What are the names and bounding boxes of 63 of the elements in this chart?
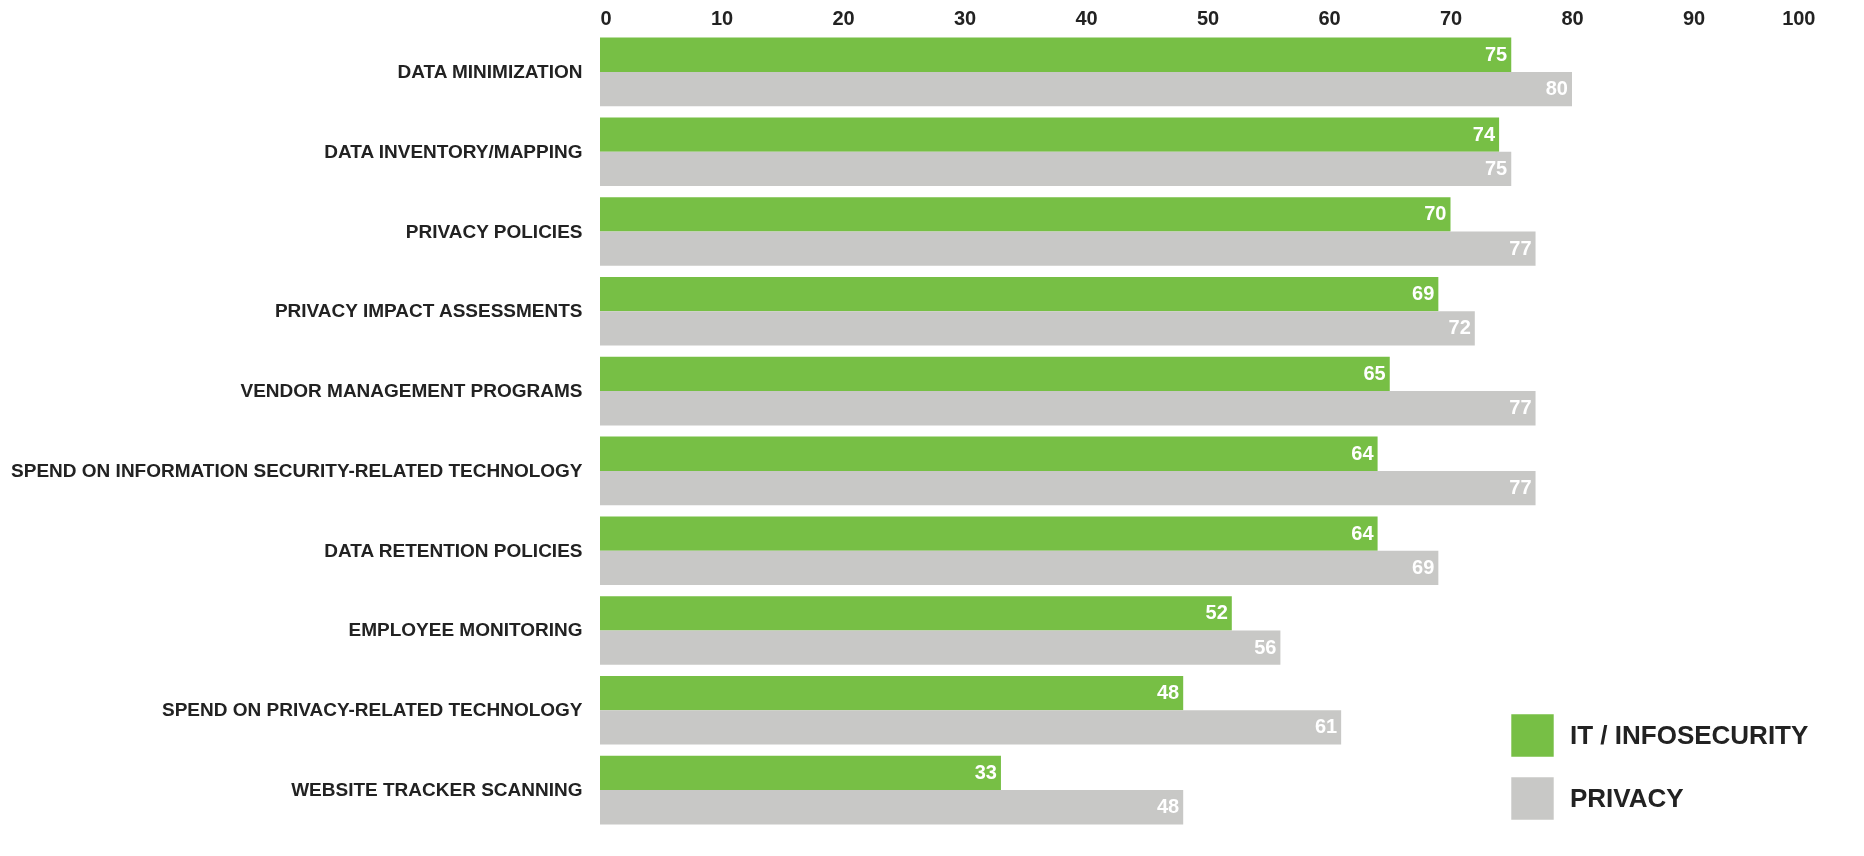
data-label: 64 [1351, 521, 1375, 544]
y-tick-label: DATA MINIMIZATION [397, 60, 583, 82]
y-tick-label: PRIVACY IMPACT ASSESSMENTS [274, 300, 583, 322]
data-label: 70 [1424, 202, 1447, 225]
bar [600, 755, 1001, 791]
x-tick-label: 100 [1782, 6, 1816, 29]
bar [600, 71, 1572, 107]
data-label: 69 [1412, 282, 1435, 305]
x-tick-label: 20 [832, 6, 855, 29]
x-tick-label: 30 [953, 6, 977, 29]
y-tick-label: DATA INVENTORY/MAPPING [324, 140, 583, 162]
data-label: 52 [1205, 601, 1228, 624]
x-tick-label: 90 [1682, 6, 1706, 29]
data-label: 77 [1509, 396, 1532, 419]
y-tick-label: SPEND ON PRIVACY-RELATED TECHNOLOGY [162, 699, 583, 721]
bar [600, 630, 1281, 665]
data-label: 74 [1472, 122, 1496, 145]
bar [600, 710, 1342, 745]
bar [600, 516, 1378, 551]
data-label: 77 [1509, 236, 1532, 259]
data-label: 33 [974, 760, 997, 783]
y-tick-label: VENDOR MANAGEMENT PROGRAMS [240, 380, 583, 402]
x-tick-label: 0 [600, 6, 612, 29]
bar [600, 356, 1390, 392]
data-label: 64 [1351, 441, 1375, 464]
x-tick-label: 70 [1439, 6, 1463, 29]
bar [600, 37, 1512, 72]
legend-label: IT / INFOSECURITY [1570, 719, 1809, 750]
y-tick-label: PRIVACY POLICIES [405, 220, 583, 242]
bar [600, 790, 1184, 825]
bar [600, 197, 1451, 232]
data-label: 69 [1412, 555, 1435, 578]
data-label: 61 [1314, 715, 1338, 738]
bar [600, 391, 1536, 426]
x-tick-label: 80 [1561, 6, 1584, 29]
x-tick-label: 10 [710, 6, 734, 29]
bar [600, 151, 1512, 187]
bar [600, 550, 1439, 586]
y-tick-label: WEBSITE TRACKER SCANNING [291, 779, 583, 801]
x-tick-label: 40 [1075, 6, 1098, 29]
data-label: 56 [1254, 635, 1277, 658]
data-label: 65 [1363, 361, 1386, 384]
x-tick-label: 60 [1318, 6, 1341, 29]
bar [600, 276, 1439, 312]
data-label: 80 [1545, 77, 1568, 100]
bar [600, 311, 1475, 346]
bar [600, 596, 1232, 631]
data-label: 77 [1509, 476, 1532, 499]
bar [600, 436, 1378, 471]
legend-label: PRIVACY [1570, 782, 1684, 813]
data-label: 48 [1156, 795, 1180, 818]
bar [600, 470, 1536, 506]
data-label: 72 [1448, 316, 1471, 339]
y-tick-label: DATA RETENTION POLICIES [324, 539, 583, 561]
data-label: 75 [1485, 42, 1508, 65]
y-tick-label: SPEND ON INFORMATION SECURITY-RELATED TECHNOLOGY [11, 459, 583, 481]
y-tick-label: EMPLOYEE MONITORING [348, 619, 583, 641]
data-label: 48 [1156, 681, 1180, 704]
bar [600, 231, 1536, 266]
bar [600, 675, 1184, 711]
data-label: 75 [1485, 156, 1508, 179]
bar [600, 117, 1500, 152]
x-tick-label: 50 [1196, 6, 1220, 29]
